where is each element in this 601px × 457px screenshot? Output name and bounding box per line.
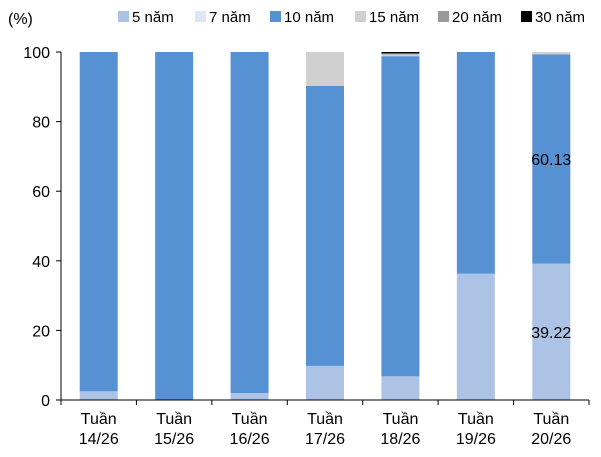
x-tick-label: Tuần 15/26 [154,411,194,448]
x-tick-label: Tuần 14/26 [79,411,119,448]
data-label: 39.22 [531,325,571,342]
data-labels: 60.13 39.22 [531,152,571,342]
y-tick-label: 0 [41,393,50,410]
bar-stack [230,52,269,400]
bar-stack [456,52,495,400]
legend-label: 10 năm [284,9,334,26]
data-label: 60.13 [531,152,571,169]
bar-segment [306,85,344,366]
legend-label: 15 năm [369,9,419,26]
legend-item: 5 năm [118,9,174,26]
bar-segment [381,54,420,57]
x-tick-label: Tuần 17/26 [305,411,345,448]
bar-segment [79,52,118,392]
bar-segment [532,54,571,264]
legend-label: 5 năm [132,9,174,26]
bar-segment [381,56,420,377]
bar-segment [306,52,344,86]
bar-segment [532,52,571,55]
bar-segment [381,52,420,54]
y-tick-label: 60 [32,184,50,201]
legend-label: 20 năm [452,9,502,26]
legend-item: 15 năm [355,9,419,26]
x-tick-label: Tuần 16/26 [230,411,270,448]
legend-swatch [118,11,129,22]
bars [79,52,571,400]
y-tick-label: 100 [23,45,50,62]
axes: 0 20 40 60 80 100 Tuần 14/26 Tuần 15/26 Tuần 16/26 T… [23,45,590,448]
bar-segment [79,391,118,400]
legend-item: 20 năm [438,9,502,26]
y-axis-unit-label: (%) [8,11,33,28]
bar-stack [306,52,344,400]
bar-segment [306,365,344,400]
y-tick-label: 40 [32,254,50,271]
bar-stack [381,52,420,400]
y-tick-label: 20 [32,323,50,340]
legend-swatch [521,11,532,22]
bar-segment [456,52,495,274]
legend-swatch [438,11,449,22]
legend-item: 30 năm [521,9,585,26]
bar-segment [381,376,420,400]
bar-stack [79,52,118,400]
bar-stack [532,52,571,400]
bar-segment [155,52,194,400]
x-tick-label: Tuần 19/26 [456,411,496,448]
bar-segment [230,393,269,400]
legend-swatch [270,11,281,22]
x-tick-label: Tuần 18/26 [380,411,420,448]
y-tick-label: 80 [32,115,50,132]
bar-stack [155,52,194,400]
legend-label: 30 năm [535,9,585,26]
legend-item: 10 năm [270,9,334,26]
bar-segment [456,273,495,400]
legend-swatch [195,11,206,22]
x-tick-label: Tuần 20/26 [531,411,571,448]
legend-label: 7 năm [209,9,251,26]
bar-segment [532,263,571,400]
legend-item: 7 năm [195,9,251,26]
legend-swatch [355,11,366,22]
bar-segment [230,52,269,394]
legend: 5 năm 7 năm 10 năm 15 năm 20 năm 30 năm [118,9,585,26]
bar-segment [381,53,420,55]
